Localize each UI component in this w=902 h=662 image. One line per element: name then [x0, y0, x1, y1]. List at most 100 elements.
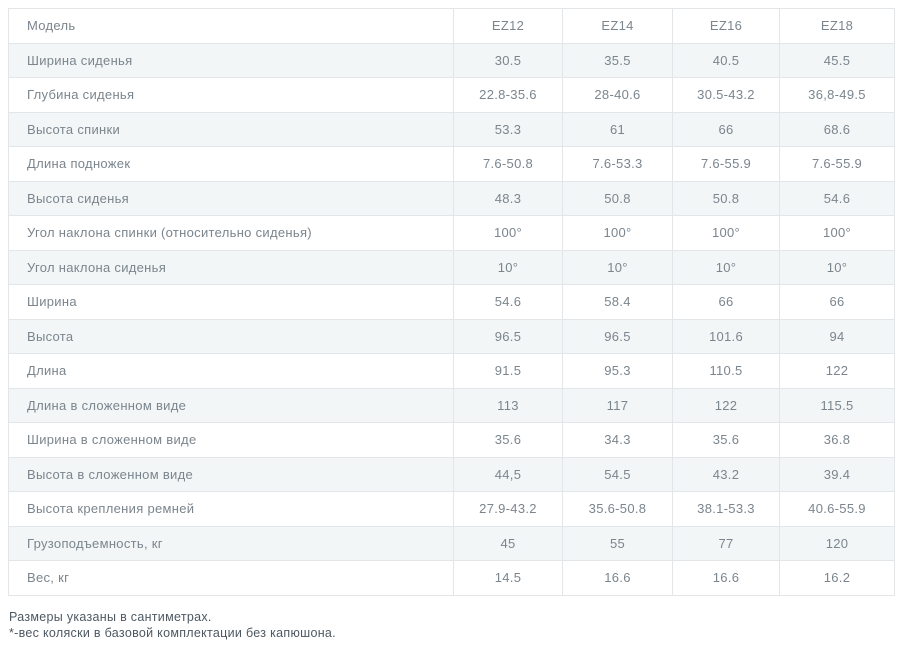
spec-label: Длина в сложенном виде [8, 387, 454, 423]
spec-value: 30.5 [453, 42, 563, 78]
spec-value: 10° [453, 249, 563, 285]
spec-label: Ширина [8, 284, 454, 320]
table-row: Угол наклона сиденья 10° 10° 10° 10° [8, 249, 895, 285]
table-row: Высота 96.5 96.5 101.6 94 [8, 318, 895, 354]
spec-value: 117 [562, 387, 673, 423]
table-row: Высота сиденья 48.3 50.8 50.8 54.6 [8, 180, 895, 216]
spec-value: 36.8 [779, 422, 895, 458]
spec-value: 66 [672, 284, 780, 320]
spec-value: 43.2 [672, 456, 780, 492]
specs-table-header-row: Модель EZ12 EZ14 EZ16 EZ18 [8, 8, 895, 44]
spec-label: Длина [8, 353, 454, 389]
spec-value: 100° [672, 215, 780, 251]
model-header-label: Модель [8, 8, 454, 44]
spec-value: 35.6-50.8 [562, 491, 673, 527]
table-row: Длина в сложенном виде 113 117 122 115.5 [8, 387, 895, 423]
spec-value: 96.5 [453, 318, 563, 354]
spec-label: Ширина сиденья [8, 42, 454, 78]
spec-value: 54.6 [453, 284, 563, 320]
spec-value: 16.6 [562, 560, 673, 596]
spec-label: Высота крепления ремней [8, 491, 454, 527]
spec-label: Угол наклона сиденья [8, 249, 454, 285]
spec-value: 100° [453, 215, 563, 251]
spec-value: 113 [453, 387, 563, 423]
model-name: EZ14 [562, 8, 673, 44]
spec-value: 7.6-55.9 [779, 146, 895, 182]
table-row: Ширина 54.6 58.4 66 66 [8, 284, 895, 320]
table-row: Длина 91.5 95.3 110.5 122 [8, 353, 895, 389]
spec-value: 66 [672, 111, 780, 147]
spec-value: 101.6 [672, 318, 780, 354]
spec-value: 122 [672, 387, 780, 423]
spec-value: 45.5 [779, 42, 895, 78]
spec-value: 16.2 [779, 560, 895, 596]
spec-value: 35.6 [672, 422, 780, 458]
spec-value: 100° [562, 215, 673, 251]
spec-value: 50.8 [672, 180, 780, 216]
spec-value: 58.4 [562, 284, 673, 320]
spec-label: Грузоподъемность, кг [8, 525, 454, 561]
spec-value: 39.4 [779, 456, 895, 492]
spec-value: 35.6 [453, 422, 563, 458]
spec-value: 120 [779, 525, 895, 561]
spec-value: 61 [562, 111, 673, 147]
spec-value: 55 [562, 525, 673, 561]
spec-value: 30.5-43.2 [672, 77, 780, 113]
spec-label: Глубина сиденья [8, 77, 454, 113]
spec-value: 122 [779, 353, 895, 389]
model-name: EZ12 [453, 8, 563, 44]
spec-value: 40.5 [672, 42, 780, 78]
spec-value: 22.8-35.6 [453, 77, 563, 113]
spec-value: 16.6 [672, 560, 780, 596]
spec-label: Высота сиденья [8, 180, 454, 216]
spec-value: 95.3 [562, 353, 673, 389]
spec-label: Ширина в сложенном виде [8, 422, 454, 458]
table-row: Вес, кг 14.5 16.6 16.6 16.2 [8, 560, 895, 596]
table-row: Глубина сиденья 22.8-35.6 28-40.6 30.5-43.2… [8, 77, 895, 113]
spec-value: 28-40.6 [562, 77, 673, 113]
spec-label: Высота [8, 318, 454, 354]
spec-value: 7.6-53.3 [562, 146, 673, 182]
model-name: EZ16 [672, 8, 780, 44]
spec-value: 34.3 [562, 422, 673, 458]
spec-value: 50.8 [562, 180, 673, 216]
table-row: Ширина в сложенном виде 35.6 34.3 35.6 36.8 [8, 422, 895, 458]
table-row: Высота спинки 53.3 61 66 68.6 [8, 111, 895, 147]
spec-value: 54.5 [562, 456, 673, 492]
spec-value: 77 [672, 525, 780, 561]
spec-value: 48.3 [453, 180, 563, 216]
spec-value: 35.5 [562, 42, 673, 78]
spec-value: 54.6 [779, 180, 895, 216]
table-row: Высота крепления ремней 27.9-43.2 35.6-50.… [8, 491, 895, 527]
spec-value: 27.9-43.2 [453, 491, 563, 527]
spec-value: 91.5 [453, 353, 563, 389]
table-row: Ширина сиденья 30.5 35.5 40.5 45.5 [8, 42, 895, 78]
specs-table-body: Ширина сиденья 30.5 35.5 40.5 45.5 Глубина си… [8, 42, 895, 596]
spec-value: 45 [453, 525, 563, 561]
spec-value: 14.5 [453, 560, 563, 596]
footnote-weight: *-вес коляски в базовой комплектации без… [9, 625, 336, 640]
spec-value: 44,5 [453, 456, 563, 492]
spec-label: Высота спинки [8, 111, 454, 147]
spec-label: Высота в сложенном виде [8, 456, 454, 492]
spec-value: 68.6 [779, 111, 895, 147]
spec-value: 7.6-50.8 [453, 146, 563, 182]
spec-value: 10° [672, 249, 780, 285]
spec-value: 10° [779, 249, 895, 285]
footnotes: Размеры указаны в сантиметрах. *-вес кол… [8, 609, 894, 641]
table-row: Длина подножек 7.6-50.8 7.6-53.3 7.6-55.9 7.… [8, 146, 895, 182]
table-row: Высота в сложенном виде 44,5 54.5 43.2 39.4 [8, 456, 895, 492]
spec-label: Угол наклона спинки (относительно сидень… [8, 215, 454, 251]
table-row: Угол наклона спинки (относительно сидень… [8, 215, 895, 251]
spec-value: 110.5 [672, 353, 780, 389]
spec-value: 38.1-53.3 [672, 491, 780, 527]
spec-value: 94 [779, 318, 895, 354]
model-name: EZ18 [779, 8, 895, 44]
spec-value: 40.6-55.9 [779, 491, 895, 527]
spec-value: 115.5 [779, 387, 895, 423]
spec-value: 10° [562, 249, 673, 285]
spec-value: 96.5 [562, 318, 673, 354]
spec-label: Вес, кг [8, 560, 454, 596]
spec-label: Длина подножек [8, 146, 454, 182]
